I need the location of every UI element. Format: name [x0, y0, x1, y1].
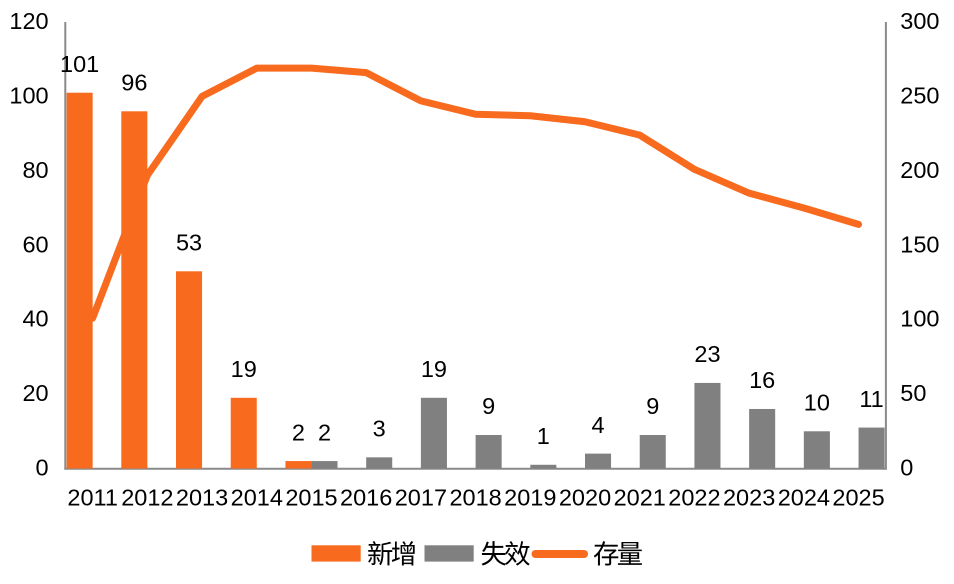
svg-text:2017: 2017: [395, 485, 447, 511]
svg-text:2015: 2015: [285, 485, 337, 511]
svg-text:60: 60: [22, 231, 48, 257]
svg-text:1: 1: [537, 423, 550, 449]
svg-text:23: 23: [694, 341, 720, 367]
svg-text:0: 0: [900, 455, 913, 481]
svg-text:2021: 2021: [614, 485, 666, 511]
svg-text:2012: 2012: [121, 485, 173, 511]
svg-text:3: 3: [373, 416, 386, 442]
svg-text:2020: 2020: [559, 485, 611, 511]
svg-text:2025: 2025: [832, 485, 884, 511]
svg-text:2018: 2018: [449, 485, 501, 511]
svg-text:100: 100: [900, 306, 939, 332]
svg-text:9: 9: [646, 393, 659, 419]
svg-text:40: 40: [22, 306, 48, 332]
svg-text:100: 100: [9, 82, 48, 108]
svg-text:0: 0: [36, 455, 49, 481]
svg-text:11: 11: [859, 386, 883, 412]
svg-text:150: 150: [900, 231, 939, 257]
svg-text:120: 120: [9, 8, 48, 34]
svg-text:96: 96: [121, 70, 147, 96]
svg-text:300: 300: [900, 8, 939, 34]
svg-text:101: 101: [60, 51, 99, 77]
svg-text:16: 16: [749, 367, 775, 393]
svg-text:2024: 2024: [778, 485, 830, 511]
svg-text:250: 250: [900, 82, 939, 108]
svg-text:53: 53: [176, 230, 202, 256]
svg-text:10: 10: [804, 389, 830, 415]
svg-text:2023: 2023: [723, 485, 775, 511]
svg-text:50: 50: [900, 380, 926, 406]
svg-text:19: 19: [231, 356, 257, 382]
svg-text:20: 20: [22, 380, 48, 406]
svg-text:2: 2: [318, 419, 331, 445]
svg-text:2014: 2014: [231, 485, 283, 511]
svg-text:80: 80: [22, 157, 48, 183]
svg-text:4: 4: [591, 412, 604, 438]
svg-text:2016: 2016: [340, 485, 392, 511]
svg-text:2022: 2022: [668, 485, 720, 511]
svg-text:2: 2: [292, 419, 305, 445]
svg-text:9: 9: [482, 393, 495, 419]
svg-text:2013: 2013: [176, 485, 228, 511]
svg-text:2019: 2019: [504, 485, 556, 511]
svg-text:200: 200: [900, 157, 939, 183]
svg-text:2011: 2011: [67, 485, 118, 511]
svg-text:19: 19: [421, 356, 447, 382]
